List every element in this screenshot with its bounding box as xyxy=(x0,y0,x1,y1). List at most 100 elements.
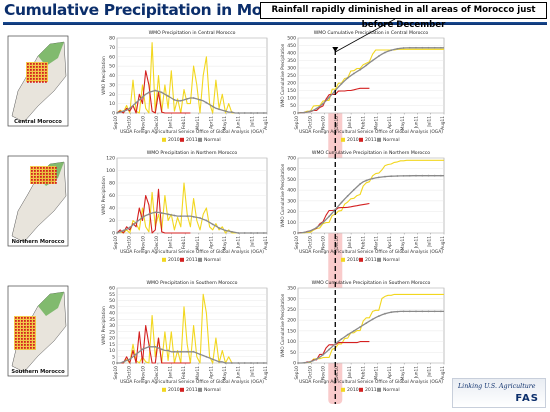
row2-precip-chart-series-normal-point-24 xyxy=(192,350,195,353)
row1-precip-chart-xtick-3: Dec10 xyxy=(154,236,160,250)
row0-precip-chart-xtick-2: Nov10 xyxy=(140,116,146,130)
map-crop-cell xyxy=(27,347,29,349)
map-crop-cell xyxy=(15,326,17,328)
row2-precip-chart-xtick-9: Jun11 xyxy=(236,366,242,379)
row0-precip-chart-ytick-8: 80 xyxy=(109,36,115,42)
map-crop-cell xyxy=(30,344,32,346)
row1-cumulative-chart-ytick-0: 0 xyxy=(293,231,296,237)
row1-precip-chart-series-normal-point-8 xyxy=(141,216,144,219)
row1-cumulative-chart-plot-frame xyxy=(297,157,445,234)
row0-cumulative-chart-xtick-4: Jan11 xyxy=(347,116,353,129)
row0-precip-chart-series-normal-point-22 xyxy=(186,98,189,100)
row1-cumulative-chart-xtick-2: Nov10 xyxy=(321,236,327,250)
map-crop-cell xyxy=(40,173,42,175)
footer-logo: Linking U.S. Agriculture FAS xyxy=(452,378,546,408)
row2-precip-chart-series-2011-line xyxy=(117,324,191,364)
row2-cumulative-chart-ytick-3: 150 xyxy=(287,328,296,334)
row2-cumulative-chart-xtick-9: Jun11 xyxy=(413,366,419,379)
row2-cumulative-chart-xtick-0: Sep10 xyxy=(294,366,300,380)
map-crop-cell xyxy=(24,326,26,328)
callout-leader-line xyxy=(335,18,396,53)
row2-precip-chart-series-normal-point-2 xyxy=(122,360,125,363)
row0-cumulative-chart-series-normal-point-36 xyxy=(408,46,411,49)
row1-cumulative-chart-series-normal-point-8 xyxy=(322,221,324,224)
row2-cumulative-chart-series-normal-point-10 xyxy=(328,348,330,351)
row0-cumulative-chart-series-normal-point-46 xyxy=(440,46,442,49)
row0-precip-chart-ytick-7: 70 xyxy=(109,45,115,51)
row2-cumulative-chart-series-normal-point-28 xyxy=(384,312,386,315)
row1-cumulative-chart-series-normal-point-24 xyxy=(371,177,374,180)
map-crop-cell xyxy=(24,323,26,325)
row0-precip-chart-legend-swatch-1 xyxy=(180,137,184,142)
map-crop-cell xyxy=(30,78,32,80)
row0-cumulative-chart-xtick-2: Nov10 xyxy=(321,116,327,130)
row2-precip-chart-legend-swatch-2 xyxy=(198,387,202,392)
row1-cumulative-chart-xtick-3: Dec10 xyxy=(334,236,340,250)
row2-precip-chart-series-normal-point-8 xyxy=(141,348,144,351)
map-crop-cell xyxy=(31,176,33,178)
row2-cumulative-chart-xtick-3: Dec10 xyxy=(334,366,340,380)
row2-precip-chart-ytick-12: 60 xyxy=(109,286,115,292)
row1-cumulative-chart-series-normal-point-16 xyxy=(346,195,349,197)
row0-precip-chart-series-normal-point-42 xyxy=(250,112,252,114)
row1-precip-chart-xtick-1: Oct10 xyxy=(127,236,133,249)
row0-precip-chart-ytick-0: 0 xyxy=(112,111,115,117)
map-crop-cell xyxy=(37,167,39,169)
footer-line1: Linking U.S. Agriculture xyxy=(458,383,536,390)
row0-precip-chart-xtick-4: Jan11 xyxy=(168,116,174,129)
row0-cumulative-chart-series-normal-point-4 xyxy=(309,110,312,113)
map-crop-cell xyxy=(21,329,23,331)
map-crop-cell xyxy=(45,72,47,74)
row2-cumulative-chart-xtick-7: Apr11 xyxy=(387,366,393,379)
row2-precip-chart-series-normal-point-26 xyxy=(199,353,201,356)
row1-precip-chart-series-normal-point-32 xyxy=(218,227,221,229)
row1-precip-chart-source: USDA Foreign Agricultural Service Office… xyxy=(120,249,264,255)
map-crop-cell xyxy=(33,66,35,68)
map-crop-cell xyxy=(27,326,29,328)
row2-precip-chart-series-normal-point-34 xyxy=(224,362,227,364)
row1-precip-chart-ytick-1: 20 xyxy=(109,218,115,224)
map-crop-cell xyxy=(39,81,41,83)
row0-precip-chart-series-normal-point-28 xyxy=(205,101,208,104)
row2-precip-chart-series-normal-point-40 xyxy=(243,362,246,364)
row2-precip-chart-legend-label-0: 2010 xyxy=(168,387,180,393)
map-crop-cell xyxy=(43,182,45,184)
row0-cumulative-chart-series-normal-point-34 xyxy=(402,47,405,49)
map-crop-cell xyxy=(30,320,32,322)
row0-cumulative-chart-series-normal-point-42 xyxy=(427,46,430,49)
row2-precip-chart-series-normal-point-20 xyxy=(179,350,182,353)
row2-cumulative-chart-series-normal-point-20 xyxy=(359,326,361,328)
row1-cumulative-chart-series-normal-point-18 xyxy=(353,188,355,191)
row2-precip-chart-xtick-7: Apr11 xyxy=(208,366,214,379)
row0-cumulative-chart-title: WMO Cumulative Precipitation in Central … xyxy=(314,30,429,36)
map-crop-cell xyxy=(33,81,35,83)
row0-cumulative-chart-series-normal-point-28 xyxy=(384,51,386,54)
row1-cumulative-chart-ylabel: WMO Cumulative Precipitation xyxy=(280,163,285,227)
map-crop-cell xyxy=(45,66,47,68)
row1-cumulative-chart-series-normal-point-4 xyxy=(309,229,312,232)
row0-precip-chart-series-normal-point-18 xyxy=(173,99,176,101)
map-crop-cell xyxy=(55,167,57,169)
row0-cumulative-chart-xtick-0: Sep10 xyxy=(294,116,300,130)
row0-precip-chart-xtick-7: Apr11 xyxy=(208,116,214,129)
row2-cumulative-chart-xtick-4: Jan11 xyxy=(347,366,353,379)
row2-cumulative-chart-ytick-4: 200 xyxy=(287,318,296,324)
map-crop-cell xyxy=(37,179,39,181)
row2-precip-chart-xtick-6: Mar11 xyxy=(195,366,201,380)
row2-precip-chart-series-normal-point-16 xyxy=(167,349,170,352)
map-label-1: Northern Morocco xyxy=(12,239,65,245)
row0-precip-chart-legend-swatch-2 xyxy=(198,137,202,142)
row2-cumulative-chart-series-normal-point-8 xyxy=(322,354,324,356)
row1-precip-chart-ylabel: WMO Precipitation xyxy=(101,176,106,215)
row2-cumulative-chart-ytick-5: 250 xyxy=(287,307,296,313)
map-label-2: Southern Morocco xyxy=(11,369,65,375)
row1-cumulative-chart-series-normal-point-38 xyxy=(415,174,417,177)
row1-precip-chart-series-normal-point-14 xyxy=(160,212,163,214)
row1-precip-chart-series-normal-point-26 xyxy=(199,217,201,219)
map-vegetation-2 xyxy=(38,292,64,316)
row1-precip-chart-series-normal-point-46 xyxy=(262,232,265,234)
map-crop-cell xyxy=(43,179,45,181)
row1-cumulative-chart-xtick-7: Apr11 xyxy=(387,236,393,249)
row2-precip-chart: WMO Precipitation in Southern Morocco051… xyxy=(101,280,269,393)
row2-precip-chart-ytick-4: 20 xyxy=(109,336,115,342)
